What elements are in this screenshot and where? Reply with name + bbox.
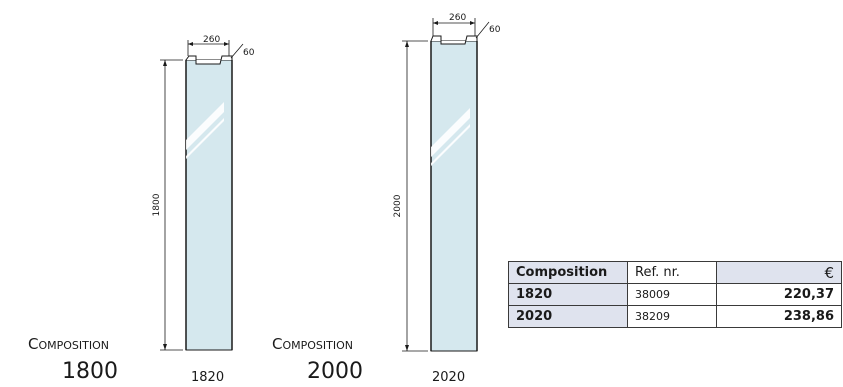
glass-column (430, 40, 478, 352)
ref-nr-cell: 38009 (627, 283, 717, 306)
composition-cell: 1820 (508, 283, 628, 306)
table-header-row: Composition Ref. nr. € (508, 261, 842, 284)
panel-2000: 260 60 2000 Composition 2000 2020 (272, 13, 501, 385)
height-dimension: 2000 (393, 194, 403, 217)
composition-label: Composition (272, 335, 353, 353)
height-dimension: 1800 (152, 193, 162, 216)
composition-size: 1800 (62, 359, 118, 384)
price-cell: 220,37 (716, 283, 842, 306)
panel-1800: 260 60 1800 Composition 1800 1820 (28, 35, 255, 385)
composition-cell: 2020 (508, 305, 628, 328)
model-number: 1820 (191, 370, 224, 385)
header-composition: Composition (508, 261, 628, 284)
depth-dimension: 60 (243, 48, 255, 58)
composition-label: Composition (28, 335, 109, 353)
glass-column (185, 59, 233, 351)
model-number: 2020 (432, 370, 465, 385)
composition-size: 2000 (307, 359, 363, 384)
price-cell: 238,86 (716, 305, 842, 328)
width-dimension: 260 (449, 13, 466, 23)
price-table: Composition Ref. nr. € 1820 38009 220,37… (508, 261, 842, 328)
header-ref-nr: Ref. nr. (627, 261, 717, 284)
ref-nr-cell: 38209 (627, 305, 717, 328)
depth-dimension: 60 (489, 25, 501, 35)
width-dimension: 260 (203, 35, 220, 45)
header-euro: € (716, 261, 842, 284)
table-row: 1820 38009 220,37 (508, 283, 842, 306)
table-row: 2020 38209 238,86 (508, 305, 842, 328)
